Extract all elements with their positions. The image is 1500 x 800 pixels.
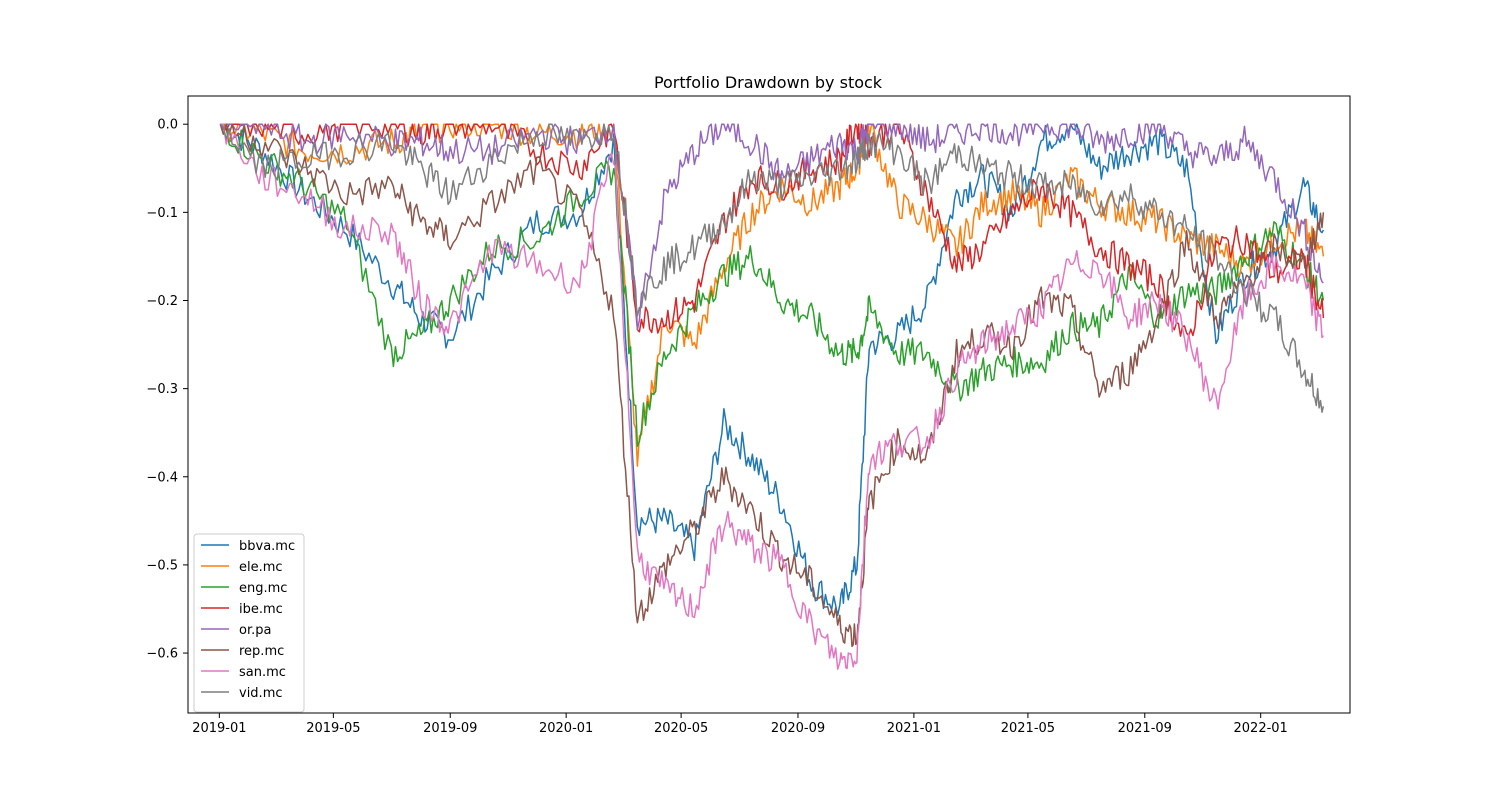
- x-tick-label: 2019-01: [192, 721, 246, 736]
- chart-title: Portfolio Drawdown by stock: [654, 73, 883, 92]
- legend-label-rep-mc: rep.mc: [239, 644, 284, 659]
- legend-label-ibe-mc: ibe.mc: [239, 602, 283, 617]
- plot-frame: [187, 95, 1351, 714]
- series-line-ele-mc: [220, 123, 1325, 467]
- x-tick-label: 2020-05: [654, 721, 708, 736]
- series-line-bbva-mc: [219, 123, 1325, 617]
- legend-label-eng-mc: eng.mc: [239, 581, 287, 596]
- y-tick-label: −0.6: [146, 647, 178, 662]
- legend-label-bbva-mc: bbva.mc: [239, 539, 295, 554]
- series-layer: [219, 123, 1325, 670]
- series-line-san-mc: [220, 123, 1324, 670]
- x-tick-label: 2021-01: [887, 721, 941, 736]
- y-tick-label: −0.4: [146, 470, 178, 485]
- legend-label-san-mc: san.mc: [239, 665, 286, 680]
- legend-label-ele-mc: ele.mc: [239, 560, 283, 575]
- legend-label-or-pa: or.pa: [239, 623, 271, 638]
- x-tick-label: 2020-01: [539, 721, 593, 736]
- y-tick-label: −0.1: [146, 206, 178, 221]
- series-line-eng-mc: [219, 123, 1325, 447]
- series-line-vid-mc: [219, 123, 1325, 413]
- series-line-ibe-mc: [220, 123, 1325, 337]
- y-tick-label: −0.5: [146, 558, 178, 573]
- x-tick-label: 2021-05: [1001, 721, 1055, 736]
- series-line-or-pa: [219, 123, 1324, 331]
- y-tick-label: −0.3: [146, 382, 178, 397]
- x-tick-label: 2020-09: [771, 721, 825, 736]
- x-tick-label: 2019-09: [423, 721, 477, 736]
- x-tick-label: 2021-09: [1118, 721, 1172, 736]
- y-tick-label: −0.2: [146, 294, 178, 309]
- x-axis: 2019-01 2019-05 2019-09 2020-01 2020-05 2020-…: [192, 713, 1288, 736]
- legend-label-vid-mc: vid.mc: [239, 686, 283, 701]
- y-tick-label: 0.0: [157, 118, 178, 133]
- x-tick-label: 2022-01: [1234, 721, 1288, 736]
- x-tick-label: 2019-05: [306, 721, 360, 736]
- y-axis: 0.0 −0.1 −0.2 −0.3 −0.4 −0.5 −0.6: [146, 118, 188, 662]
- legend: bbva.mc ele.mc eng.mc ibe.mc or.pa rep.mc san.…: [193, 533, 305, 713]
- legend-box: [193, 533, 305, 713]
